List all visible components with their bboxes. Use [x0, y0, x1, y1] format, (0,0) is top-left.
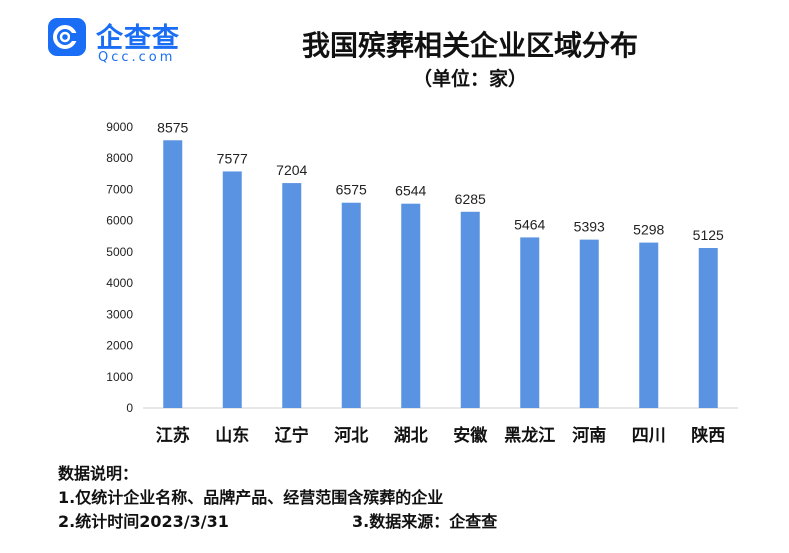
bar-value-label: 5125	[693, 227, 724, 243]
bar-value-label: 5393	[574, 219, 605, 235]
qcc-logo: 企查查 Qcc.com	[48, 16, 198, 65]
x-tick-label: 河北	[334, 426, 368, 446]
bar-value-label: 6544	[395, 183, 426, 199]
bars: 8575 7577 7204 6575 6544 6285 5464 5393 5298 5125	[157, 119, 724, 408]
bar	[341, 202, 361, 408]
bar-value-label: 7577	[217, 150, 248, 166]
bar-value-label: 8575	[157, 119, 188, 135]
y-tick-label: 6000	[106, 214, 133, 228]
x-tick-label: 河南	[572, 425, 606, 446]
brand-domain: Qcc.com	[98, 50, 176, 65]
x-tick-label: 四川	[632, 426, 666, 446]
bar-value-label: 6575	[336, 182, 367, 198]
y-tick-label: 3000	[106, 307, 133, 321]
brand-name: 企查查	[96, 23, 180, 54]
x-tick-label: 安徽	[453, 425, 488, 446]
x-tick-label: 湖北	[394, 426, 428, 446]
y-tick-label: 2000	[106, 339, 133, 353]
bar	[520, 237, 540, 408]
bar	[222, 171, 242, 408]
notes-heading: 数据说明：	[58, 464, 139, 483]
bar	[639, 242, 659, 408]
bar-value-label: 7204	[276, 162, 307, 178]
notes-line-1: 1.仅统计企业名称、品牌产品、经营范围含殡葬的企业	[58, 488, 444, 507]
y-tick-label: 9000	[106, 120, 133, 134]
bar	[698, 247, 718, 408]
x-axis: 江苏 山东 辽宁 河北 湖北 安徽 黑龙江 河南 四川 陕西	[156, 425, 726, 446]
y-axis: 0 1000 2000 3000 4000 5000 6000 7000 8000 9000	[106, 120, 133, 415]
qcc-logo-icon	[48, 18, 86, 56]
y-tick-label: 8000	[106, 151, 133, 165]
notes-source: 3.数据来源：企查查	[352, 512, 498, 531]
data-notes: 数据说明： 1.仅统计企业名称、品牌产品、经营范围含殡葬的企业 2.统计时间20…	[58, 462, 497, 534]
bar-value-label: 5298	[633, 222, 664, 238]
x-tick-label: 山东	[215, 425, 249, 446]
y-tick-label: 0	[126, 401, 133, 415]
chart-subtitle: （单位：家）	[412, 68, 527, 90]
bar-value-label: 6285	[455, 191, 486, 207]
x-tick-label: 陕西	[691, 425, 725, 446]
chart-title: 我国殡葬相关企业区域分布	[301, 29, 638, 62]
y-tick-label: 7000	[106, 182, 133, 196]
y-tick-label: 5000	[106, 245, 133, 259]
x-tick-label: 江苏	[156, 425, 190, 446]
x-tick-label: 辽宁	[275, 425, 309, 446]
bar-value-label: 5464	[514, 216, 545, 232]
y-tick-label: 4000	[106, 276, 133, 290]
bar	[460, 211, 480, 408]
notes-stat-time: 2.统计时间2023/3/31	[58, 512, 229, 531]
bar	[282, 183, 302, 408]
bar	[401, 203, 421, 408]
bar	[163, 140, 183, 408]
notes-line-2: 2.统计时间2023/3/31 3.数据来源：企查查	[58, 510, 497, 534]
x-tick-label: 黑龙江	[504, 425, 555, 446]
y-tick-label: 1000	[106, 370, 133, 384]
bar	[579, 239, 599, 408]
